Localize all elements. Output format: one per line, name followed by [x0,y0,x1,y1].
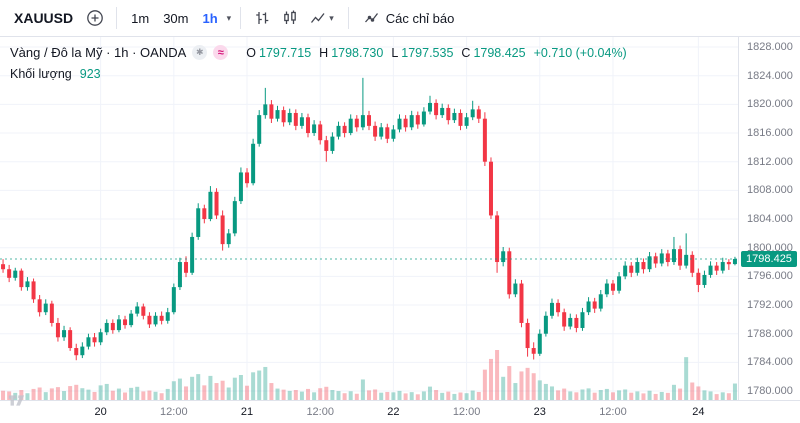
low-label: L [391,45,399,60]
price-axis-label: 1804.000 [747,213,793,226]
interval-menu-button[interactable]: ▾ [225,9,234,28]
chart-style-menu-button[interactable]: ▾ [304,5,341,32]
price-axis-label: 1788.000 [747,327,793,340]
high-label: H [319,45,329,60]
time-axis-label: 20 [94,406,107,418]
open-value: 1797.715 [259,45,312,60]
price-axis[interactable]: 1798.425 1828.000 1824.000 1820.000 1816.00… [738,37,800,400]
ohlc-values: O 1797.715 H 1798.730 L 1797.535 C 1798.425 … [238,46,626,60]
compare-add-button[interactable] [81,5,109,31]
time-axis-label: 24 [692,406,705,418]
top-toolbar: XAUUSD 1m 30m 1h ▾ ▾ Các chỉ báo [0,0,800,37]
chevron-down-icon: ▾ [226,12,232,23]
plus-circle-icon [87,10,103,26]
toolbar-divider [347,7,349,29]
data-status-icon: ✱ [192,45,208,60]
close-value: 1798.425 [473,45,526,60]
bar-style-candles-button[interactable] [276,5,304,31]
indicators-label: Các chỉ báo [385,10,455,26]
chart-legend: Vàng / Đô la Mỹ · 1h · OANDA ✱ ≈ O 1797.7… [10,45,627,81]
approx-data-icon: ≈ [213,45,229,60]
ohlc-bars-icon [256,12,269,24]
price-axis-label: 1796.000 [747,270,793,283]
change-value: +0.710 (+0.04%) [533,45,627,60]
time-axis-label: 12:00 [599,406,627,418]
current-price-badge: 1798.425 [741,250,797,267]
price-axis-label: 1784.000 [747,356,793,369]
volume-bars [1,350,737,400]
symbol-button[interactable]: XAUUSD [14,10,74,26]
interval-1h-button[interactable]: 1h [195,6,224,31]
candles [1,77,737,361]
indicators-icon [364,13,378,23]
open-label: O [246,45,257,60]
price-axis-label: 1780.000 [747,385,793,398]
indicators-button[interactable]: Các chỉ báo [356,4,462,32]
candles-icon [284,10,297,24]
grid-lines [0,37,738,400]
time-axis[interactable]: 20 12:00 21 12:00 22 12:00 23 12:00 24 [0,400,800,423]
toolbar-divider [116,7,118,29]
volume-value: 923 [79,67,101,81]
chart-region: Vàng / Đô la Mỹ · 1h · OANDA ✱ ≈ O 1797.7… [0,37,800,406]
time-axis-label: 12:00 [306,406,334,418]
price-axis-label: 1792.000 [747,299,793,312]
price-axis-label: 1824.000 [747,69,793,82]
time-axis-label: 12:00 [160,406,188,418]
chevron-down-icon: ▾ [329,12,334,23]
high-value: 1798.730 [331,45,384,60]
time-axis-label: 23 [533,406,546,418]
price-axis-label: 1816.000 [747,127,793,140]
chart-plot-area[interactable]: Vàng / Đô la Mỹ · 1h · OANDA ✱ ≈ O 1797.7… [0,37,738,406]
volume-indicator-label[interactable]: Khối lượng [10,67,72,81]
price-axis-label: 1808.000 [747,184,793,197]
toolbar-divider [240,7,242,29]
price-axis-label: 1828.000 [747,41,793,54]
time-axis-label: 21 [240,406,254,418]
interval-1m-button[interactable]: 1m [124,6,156,31]
interval-30m-button[interactable]: 30m [156,6,195,31]
price-axis-label: 1820.000 [747,98,793,111]
low-value: 1797.535 [401,45,454,60]
candlestick-chart [0,37,738,400]
bar-style-bars-button[interactable] [248,5,276,31]
close-label: C [461,45,471,60]
price-axis-label: 1812.000 [747,155,793,168]
chart-title[interactable]: Vàng / Đô la Mỹ · 1h · OANDA [10,45,187,60]
line-chart-icon [311,13,325,23]
price-axis-label: 1800.000 [747,241,793,254]
time-axis-label: 12:00 [452,406,481,418]
time-axis-label: 22 [387,406,400,418]
